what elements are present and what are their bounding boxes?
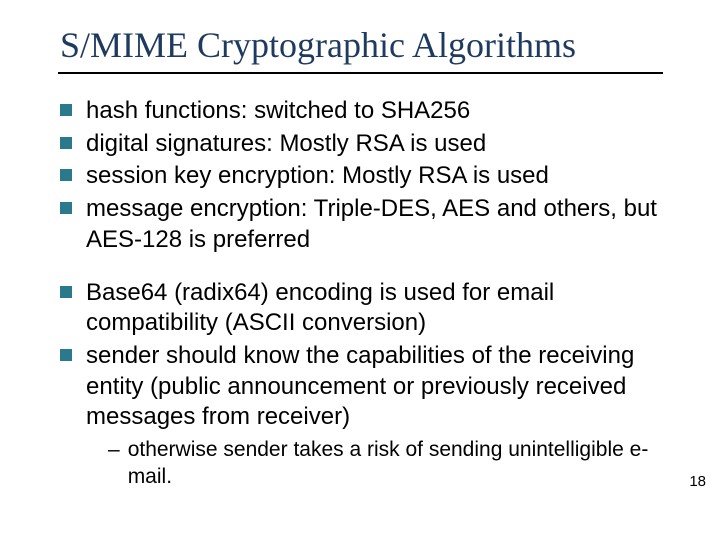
bullet-group-1: hash functions: switched to SHA256 digit… xyxy=(60,96,670,256)
page-number: 18 xyxy=(689,473,706,490)
title-underline xyxy=(58,72,663,74)
bullet-text: message encryption: Triple-DES, AES and … xyxy=(86,194,670,255)
slide-title: S/MIME Cryptographic Algorithms xyxy=(60,24,670,66)
bullet-group-2: Base64 (radix64) encoding is used for em… xyxy=(60,278,670,491)
square-bullet-icon xyxy=(60,169,72,181)
square-bullet-icon xyxy=(60,286,72,298)
bullet-text: digital signatures: Mostly RSA is used xyxy=(86,129,486,160)
square-bullet-icon xyxy=(60,137,72,149)
square-bullet-icon xyxy=(60,349,72,361)
bullet-item: session key encryption: Mostly RSA is us… xyxy=(60,161,670,192)
bullet-text: hash functions: switched to SHA256 xyxy=(86,96,470,127)
bullet-text: sender should know the capabilities of t… xyxy=(86,341,670,433)
square-bullet-icon xyxy=(60,104,72,116)
bullet-text: session key encryption: Mostly RSA is us… xyxy=(86,161,549,192)
bullet-item: message encryption: Triple-DES, AES and … xyxy=(60,194,670,255)
slide: S/MIME Cryptographic Algorithms hash fun… xyxy=(0,0,720,540)
square-bullet-icon xyxy=(60,202,72,214)
bullet-item: Base64 (radix64) encoding is used for em… xyxy=(60,278,670,339)
bullet-item: sender should know the capabilities of t… xyxy=(60,341,670,433)
dash-bullet-icon: – xyxy=(108,437,120,464)
bullet-item: digital signatures: Mostly RSA is used xyxy=(60,129,670,160)
sub-bullet-item: – otherwise sender takes a risk of sendi… xyxy=(108,437,670,491)
bullet-item: hash functions: switched to SHA256 xyxy=(60,96,670,127)
sub-bullet-text: otherwise sender takes a risk of sending… xyxy=(128,437,670,491)
bullet-text: Base64 (radix64) encoding is used for em… xyxy=(86,278,670,339)
